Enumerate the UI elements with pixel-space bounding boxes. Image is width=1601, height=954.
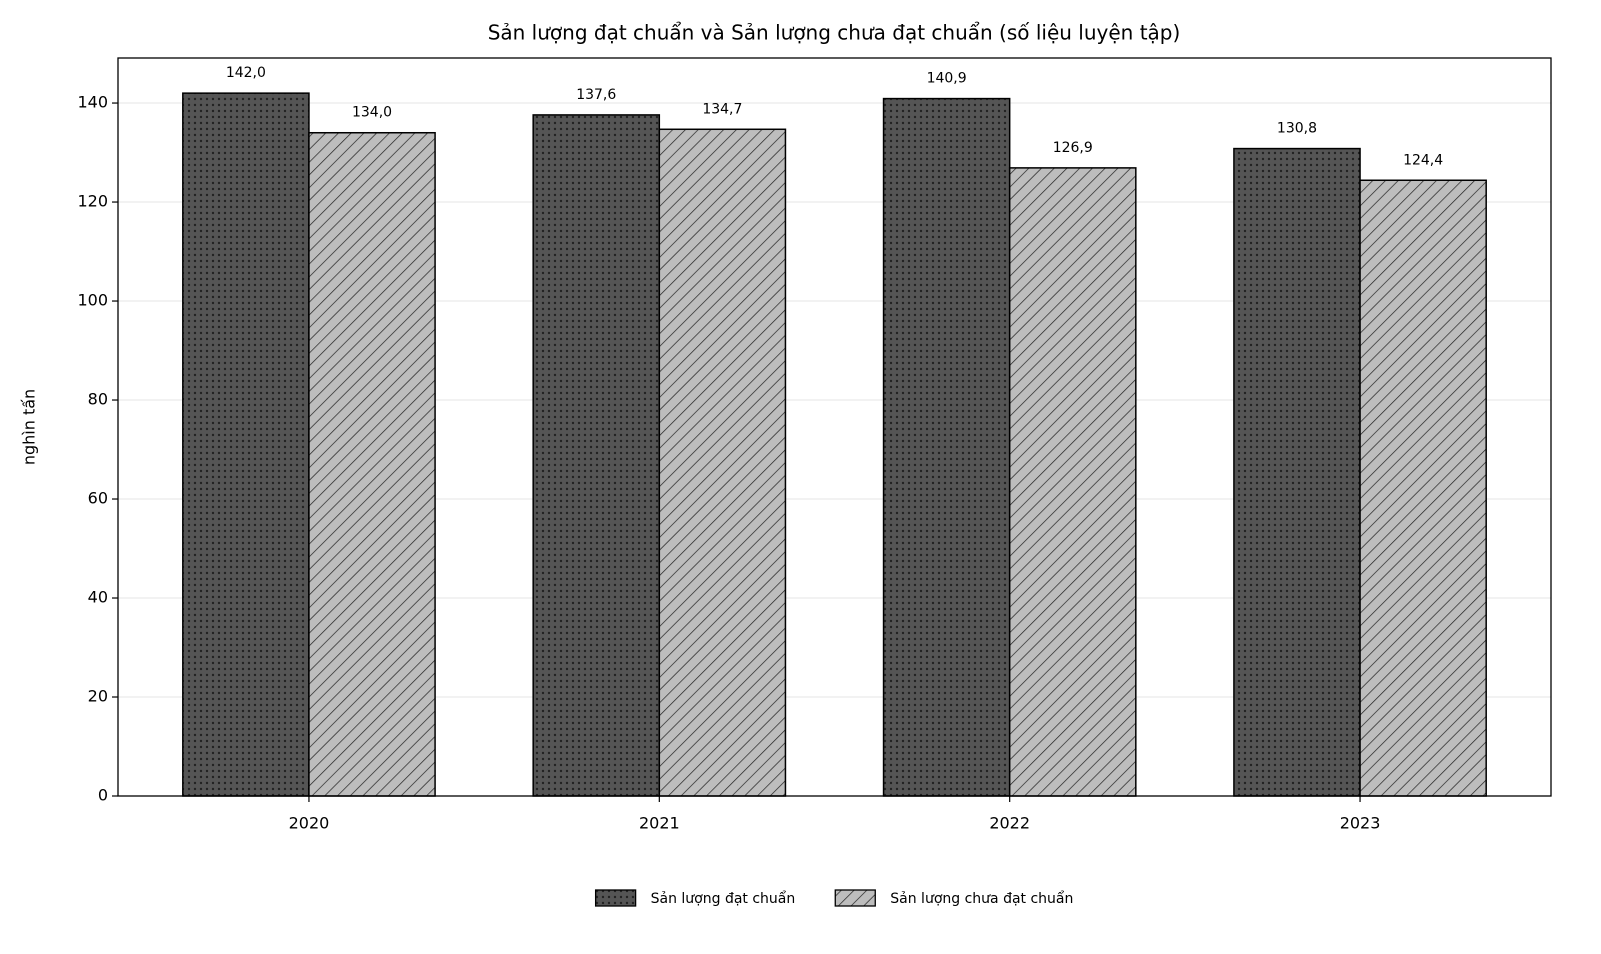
legend-label: Sản lượng chưa đạt chuẩn: [890, 890, 1073, 907]
x-tick-label: 2021: [639, 814, 680, 833]
y-tick-label: 40: [88, 588, 108, 607]
y-tick-label: 80: [88, 390, 108, 409]
value-label: 142,0: [226, 65, 266, 81]
legend: Sản lượng đạt chuẩn Sản lượng chưa đạt ch…: [594, 889, 1073, 907]
y-tick-label: 140: [77, 93, 108, 112]
bar: [882, 97, 1011, 797]
x-tick-label: 2023: [1340, 814, 1381, 833]
x-tick-label: 2020: [289, 814, 330, 833]
value-label: 137,6: [576, 87, 616, 103]
bars: 142,0 134,0 137,6 134,7 140,9 126,9 130,8 124,4: [182, 65, 1487, 797]
bar: [1233, 147, 1361, 797]
bar: [182, 92, 310, 797]
legend-swatch: [834, 889, 876, 907]
y-tick-label: 0: [98, 786, 108, 805]
y-axis-label: nghìn tấn: [20, 389, 39, 465]
bar: [308, 131, 436, 797]
x-tick-label: 2022: [989, 814, 1030, 833]
value-label: 134,7: [702, 101, 742, 117]
plot-frame: [117, 57, 1552, 797]
chart-title: Sản lượng đạt chuẩn và Sản lượng chưa đạ…: [488, 21, 1181, 45]
bar: [658, 128, 787, 797]
bar: [1359, 179, 1487, 797]
y-tick-label: 120: [77, 192, 108, 211]
y-tick-label: 20: [88, 687, 108, 706]
legend-swatch: [594, 889, 637, 907]
y-tick-label: 100: [77, 291, 108, 310]
bar: [1008, 167, 1137, 797]
value-label: 130,8: [1277, 121, 1317, 137]
value-label: 134,0: [352, 105, 392, 121]
bar: [532, 114, 661, 797]
y-tick-label: 60: [88, 489, 108, 508]
value-label: 124,4: [1403, 152, 1443, 168]
value-label: 126,9: [1053, 140, 1093, 156]
value-label: 140,9: [927, 71, 967, 87]
legend-label: Sản lượng đạt chuẩn: [651, 890, 796, 907]
